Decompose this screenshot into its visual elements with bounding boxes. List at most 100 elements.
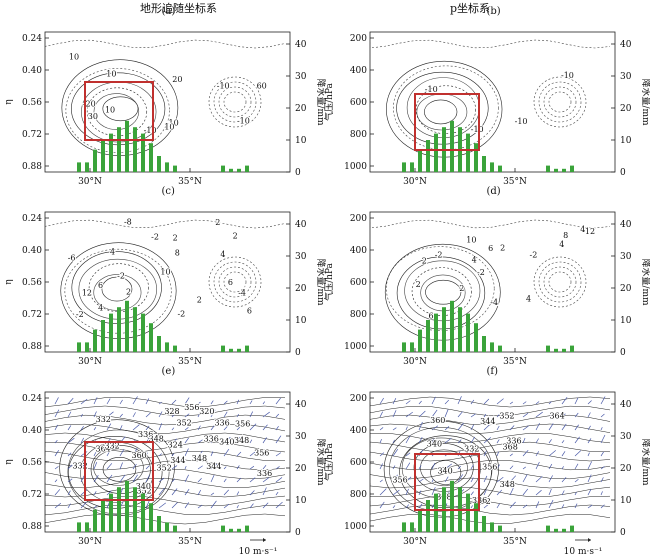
contour-label: -2 xyxy=(477,268,485,277)
precip-bar xyxy=(410,162,414,172)
x-tick-label: 35°N xyxy=(503,357,527,367)
wind-arrow xyxy=(574,492,577,496)
wind-arrow xyxy=(574,424,579,431)
x-tick-label: 30°N xyxy=(78,357,102,367)
precip-bar xyxy=(466,133,470,172)
x-tick-label: 35°N xyxy=(178,177,202,187)
wind-scale-label: 10 m·s⁻¹ xyxy=(239,547,278,554)
contour-line xyxy=(396,256,486,330)
wind-arrow xyxy=(158,463,166,470)
left-tick-label: 1000 xyxy=(344,522,367,532)
contour-label: 2 xyxy=(233,232,238,241)
wind-arrow xyxy=(561,396,568,405)
wind-arrow xyxy=(431,409,438,418)
left-tick-label: 0.56 xyxy=(22,98,42,108)
right-tick-label: 20 xyxy=(295,464,307,474)
left-axis-label: η xyxy=(4,459,14,464)
precip-bar xyxy=(109,313,113,352)
wind-arrow xyxy=(392,448,399,457)
contour-line xyxy=(45,414,286,426)
wind-arrow xyxy=(145,412,151,418)
right-tick-label: 0 xyxy=(620,528,626,538)
contour-line xyxy=(411,267,472,316)
wind-arrow xyxy=(522,401,527,405)
right-tick-label: 20 xyxy=(620,104,632,114)
precip-bar xyxy=(466,493,470,532)
wind-arrow xyxy=(210,463,218,470)
precip-bar xyxy=(85,342,89,352)
contour-label: -10 xyxy=(237,117,250,126)
wind-arrow xyxy=(275,413,280,418)
right-tick-label: 10 xyxy=(295,136,307,146)
wind-arrow xyxy=(93,461,98,470)
x-tick-label: 35°N xyxy=(503,537,527,547)
wind-arrow xyxy=(145,487,152,496)
wind-arrow xyxy=(561,477,567,483)
contour-label: 344 xyxy=(480,417,495,426)
precip-bar xyxy=(546,165,550,172)
wind-arrow xyxy=(236,465,240,470)
contour-label: 10 xyxy=(105,105,115,114)
wind-arrow xyxy=(184,474,189,483)
wind-arrow xyxy=(236,477,242,483)
right-tick-label: 10 xyxy=(295,316,307,326)
wind-arrow xyxy=(392,398,397,405)
wind-arrow xyxy=(574,436,580,444)
left-tick-label: 0.24 xyxy=(22,394,42,404)
contour-line xyxy=(370,441,611,453)
left-tick-label: 0.88 xyxy=(22,162,42,172)
wind-arrow xyxy=(80,489,88,496)
contour-line xyxy=(425,279,462,305)
left-tick-label: 0.88 xyxy=(22,342,42,352)
wind-arrow xyxy=(54,466,59,470)
wind-arrow xyxy=(444,409,449,418)
left-tick-label: 800 xyxy=(350,310,367,320)
precip-bar xyxy=(426,500,430,532)
precip-bar xyxy=(85,522,89,532)
wind-arrow xyxy=(184,448,189,457)
contour-label: 340 xyxy=(219,437,234,446)
contour-label: 336 xyxy=(204,435,219,444)
contour-label: 4 xyxy=(110,247,115,256)
contour-label: 6 xyxy=(228,278,233,287)
wind-arrow xyxy=(236,399,240,405)
contour-line xyxy=(401,437,481,499)
left-tick-label: 600 xyxy=(350,278,367,288)
precip-bar xyxy=(141,133,145,172)
wind-arrow xyxy=(262,453,267,457)
wind-arrow xyxy=(197,413,201,418)
x-tick-label: 35°N xyxy=(178,357,202,367)
contour-label: 356 xyxy=(184,403,199,412)
contour-label: 336 xyxy=(506,436,521,445)
precip-bar xyxy=(221,525,225,532)
wind-arrow xyxy=(418,400,422,405)
right-tick-label: 20 xyxy=(295,284,307,294)
precip-bar xyxy=(229,168,233,172)
contour-line xyxy=(424,99,458,125)
plot-frame xyxy=(369,211,616,353)
x-tick-label: 30°N xyxy=(78,177,102,187)
wind-arrow xyxy=(509,439,514,444)
wind-arrow xyxy=(483,450,487,457)
right-tick-label: 40 xyxy=(620,220,632,230)
contour-line xyxy=(370,450,611,462)
panel-e: (e) 0.24 0.40 0.56 0.72 0.88 η 0 10 20 30 40 降水量/mm 3… xyxy=(4,366,327,554)
contour-label: 6 xyxy=(98,281,103,290)
wind-arrow xyxy=(574,412,579,418)
contour-label: 356 xyxy=(392,476,407,485)
wind-arrow xyxy=(405,411,413,418)
precip-bar xyxy=(474,143,478,172)
precip-bar xyxy=(229,348,233,352)
precip-bar xyxy=(157,516,161,532)
contour-label: 6 xyxy=(429,312,434,321)
wind-arrow xyxy=(496,398,504,405)
precip-bar xyxy=(570,525,574,532)
precip-bar xyxy=(554,168,558,172)
wind-arrow xyxy=(496,464,500,470)
contour-label: -10 xyxy=(471,125,484,134)
contour-label: 332 xyxy=(72,461,87,470)
plot-frame xyxy=(44,31,291,173)
contour-line xyxy=(68,436,163,509)
wind-arrow xyxy=(548,463,553,470)
